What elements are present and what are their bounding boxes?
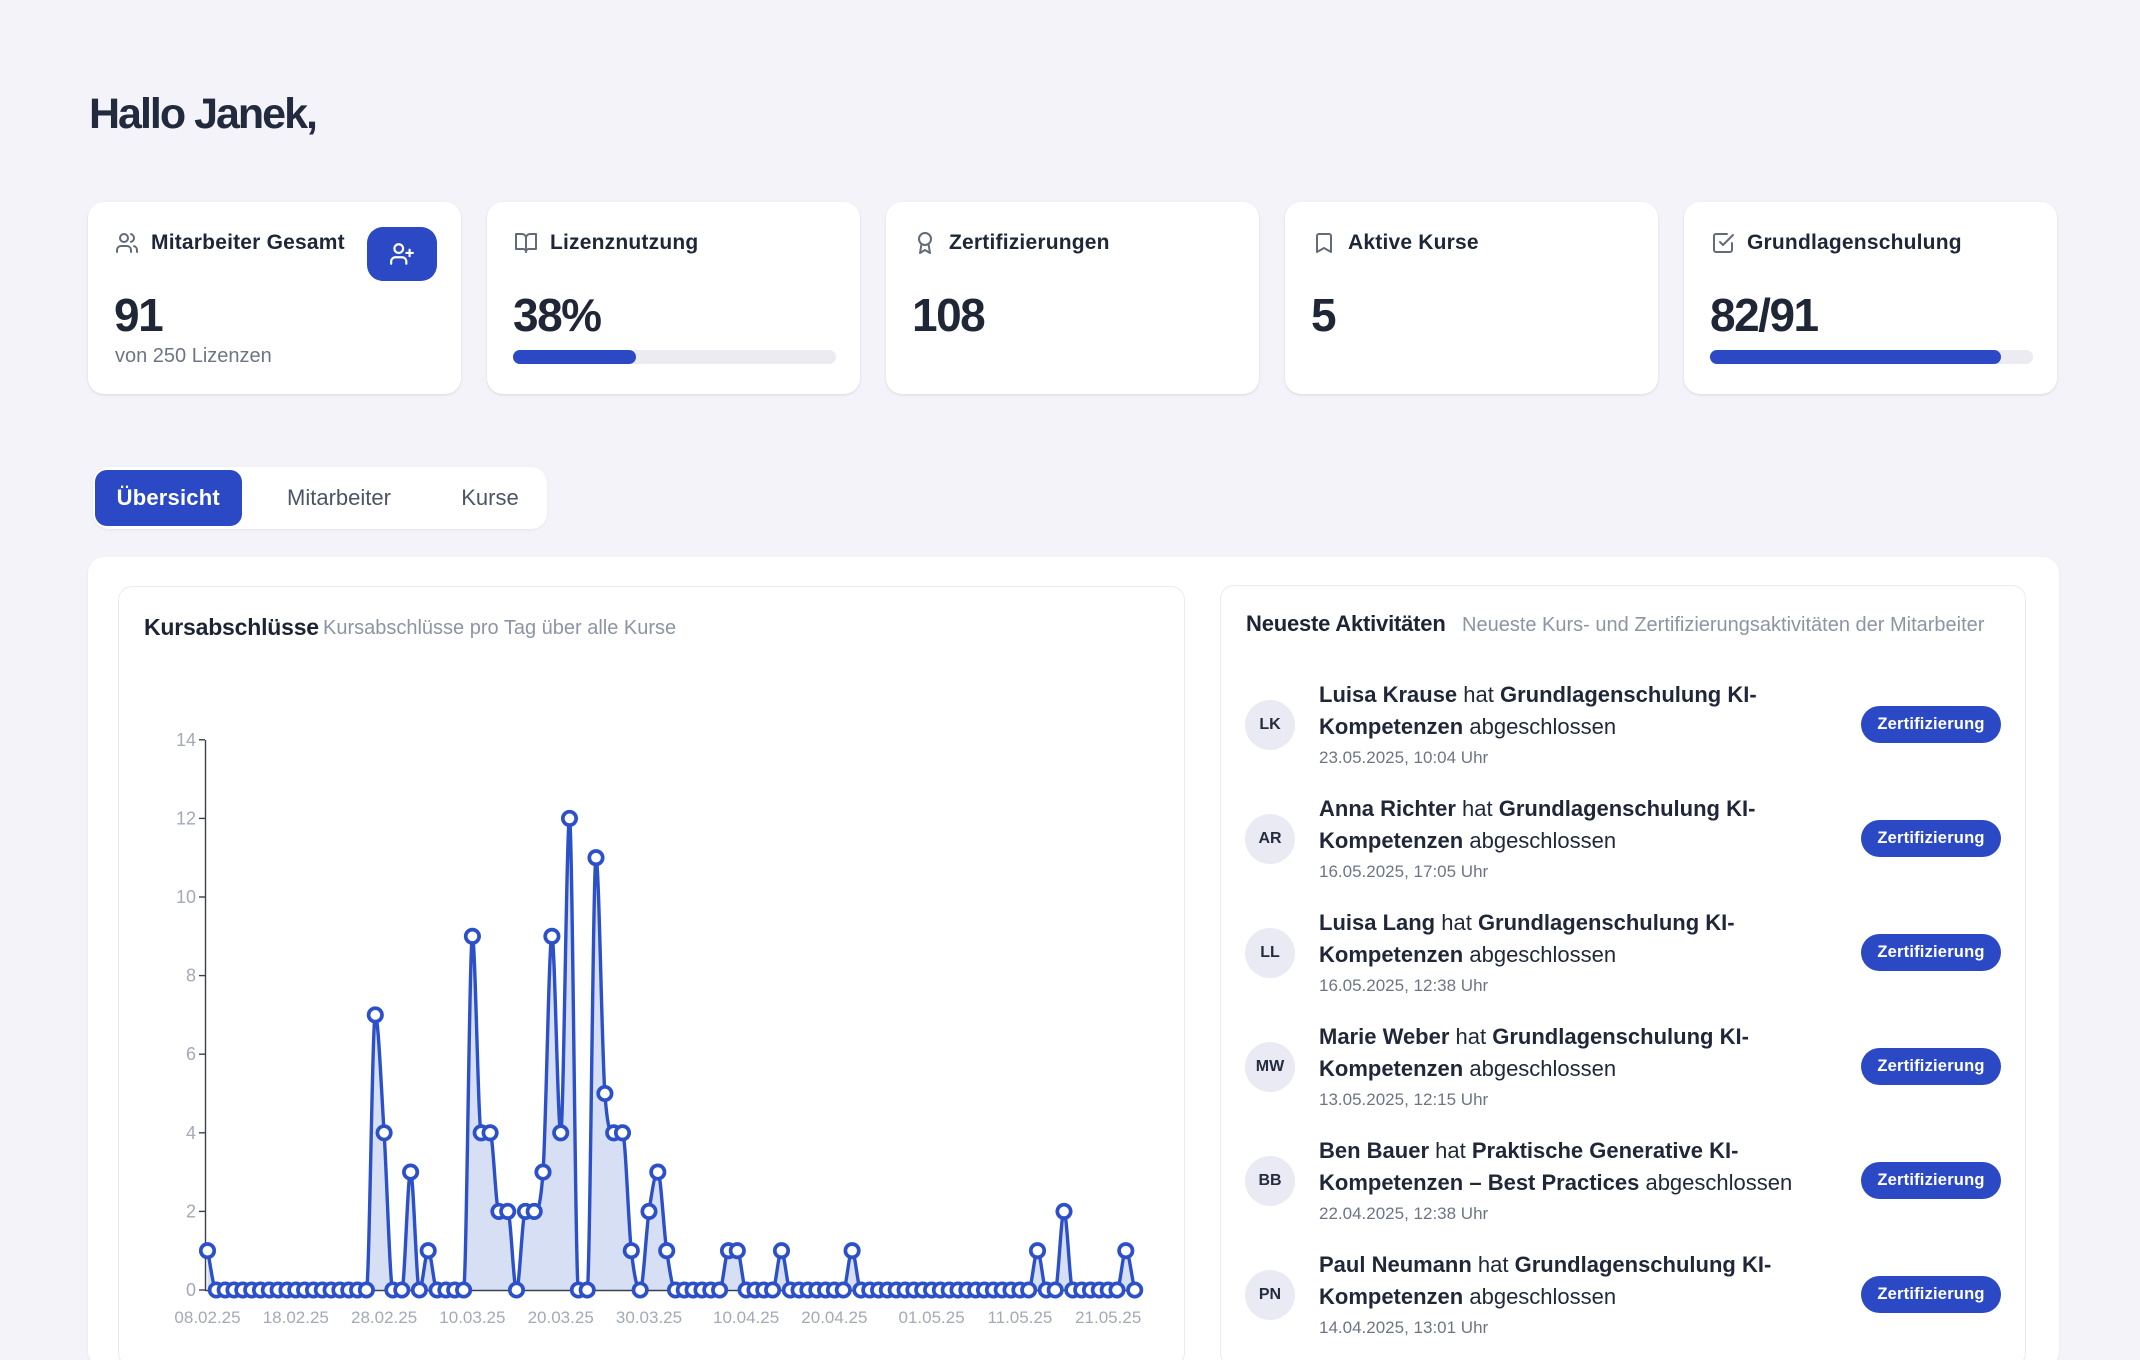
svg-text:01.05.25: 01.05.25	[898, 1308, 964, 1327]
svg-text:10.03.25: 10.03.25	[439, 1308, 505, 1327]
svg-text:8: 8	[185, 965, 195, 985]
svg-text:0: 0	[185, 1280, 195, 1300]
svg-text:30.03.25: 30.03.25	[615, 1308, 681, 1327]
svg-text:10.04.25: 10.04.25	[713, 1308, 779, 1327]
svg-text:21.05.25: 21.05.25	[1075, 1308, 1141, 1327]
svg-text:20.04.25: 20.04.25	[801, 1308, 867, 1327]
svg-text:10: 10	[175, 887, 195, 907]
svg-text:4: 4	[185, 1122, 195, 1142]
svg-text:6: 6	[185, 1044, 195, 1064]
svg-text:2: 2	[185, 1201, 195, 1221]
svg-text:12: 12	[175, 808, 195, 828]
svg-text:18.02.25: 18.02.25	[262, 1308, 328, 1327]
svg-text:28.02.25: 28.02.25	[351, 1308, 417, 1327]
svg-text:11.05.25: 11.05.25	[987, 1308, 1052, 1327]
svg-text:14: 14	[175, 729, 195, 749]
svg-text:20.03.25: 20.03.25	[527, 1308, 593, 1327]
svg-text:08.02.25: 08.02.25	[174, 1308, 240, 1327]
